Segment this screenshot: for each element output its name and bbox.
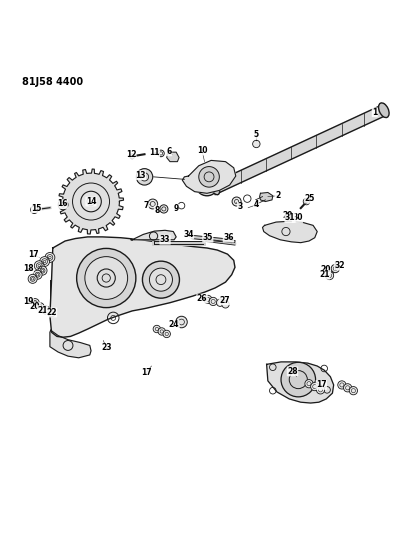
Circle shape [343,384,351,392]
Circle shape [136,168,152,185]
Circle shape [81,191,101,212]
Text: 10: 10 [196,146,207,155]
Circle shape [163,330,170,337]
Circle shape [195,173,218,196]
Circle shape [158,328,165,335]
Text: 22: 22 [46,308,57,317]
Text: 2: 2 [275,191,280,200]
Polygon shape [266,362,333,403]
Text: 20: 20 [30,302,40,311]
Circle shape [147,199,157,209]
Text: 5: 5 [253,131,258,140]
Circle shape [28,274,37,284]
Text: 32: 32 [333,261,344,270]
Circle shape [203,295,211,303]
Text: 3: 3 [237,203,242,212]
Text: 31: 31 [284,214,294,222]
Circle shape [42,306,50,314]
Text: 20: 20 [319,265,330,274]
Text: 17: 17 [140,368,151,377]
Circle shape [221,301,229,308]
Circle shape [304,379,312,388]
Polygon shape [215,104,383,195]
Circle shape [252,140,259,148]
Ellipse shape [377,103,388,118]
Circle shape [232,197,240,206]
Text: 18: 18 [23,264,33,273]
Circle shape [31,298,39,307]
Text: 14: 14 [85,197,96,206]
Text: 1: 1 [371,108,377,117]
Text: 9: 9 [173,205,178,213]
Text: 33: 33 [159,235,170,244]
Circle shape [325,268,333,276]
Circle shape [216,299,223,306]
Ellipse shape [210,182,219,195]
Circle shape [58,200,68,210]
Circle shape [85,256,127,300]
Circle shape [33,270,42,279]
Text: 36: 36 [223,233,233,242]
Polygon shape [58,169,123,234]
Circle shape [153,325,160,333]
Text: 8: 8 [154,206,159,215]
Circle shape [310,383,318,391]
Text: 7: 7 [143,201,148,210]
Text: 6: 6 [166,147,171,156]
Polygon shape [182,160,235,193]
Circle shape [38,266,47,275]
Text: 11: 11 [149,148,159,157]
Text: 12: 12 [126,150,136,159]
Circle shape [142,261,179,298]
Polygon shape [262,221,316,243]
Circle shape [159,205,168,213]
Polygon shape [131,230,176,240]
Circle shape [280,362,315,397]
Polygon shape [50,330,91,358]
Circle shape [36,303,44,311]
Text: 17: 17 [28,251,39,260]
Text: 17: 17 [315,381,326,390]
Circle shape [198,167,219,187]
Text: 26: 26 [196,294,207,303]
Circle shape [337,381,345,389]
Circle shape [76,248,135,308]
Circle shape [40,256,50,266]
Text: 27: 27 [218,296,229,305]
Circle shape [149,268,172,291]
Circle shape [349,386,357,395]
Text: 15: 15 [31,204,41,213]
Circle shape [34,261,44,271]
Text: 23: 23 [101,343,111,352]
Circle shape [176,316,187,328]
Text: 81J58 4400: 81J58 4400 [22,77,83,87]
Circle shape [47,309,55,317]
Text: 28: 28 [287,367,297,376]
Text: 34: 34 [183,230,193,239]
Text: 24: 24 [169,320,179,329]
Polygon shape [259,192,272,201]
Polygon shape [166,152,178,161]
Circle shape [31,206,38,213]
Text: 21: 21 [318,270,329,279]
Text: 13: 13 [135,171,145,180]
Text: 29: 29 [281,211,292,220]
Circle shape [316,386,324,394]
Text: 30: 30 [292,214,302,222]
Circle shape [45,253,55,262]
Text: 25: 25 [304,194,314,203]
Text: 35: 35 [202,233,213,242]
Text: 16: 16 [57,199,67,208]
Polygon shape [50,237,235,337]
Circle shape [330,264,339,273]
Text: 19: 19 [23,297,33,306]
Circle shape [325,271,333,280]
Text: 21: 21 [37,305,47,314]
Circle shape [209,297,217,305]
Text: 4: 4 [253,200,259,209]
